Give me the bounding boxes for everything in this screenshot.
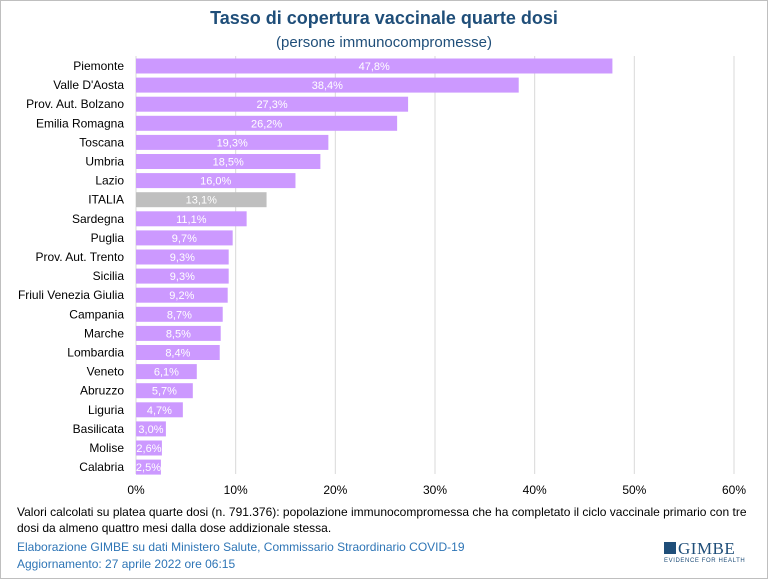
- bar: [136, 173, 296, 189]
- bar: [136, 421, 166, 437]
- bar: [136, 364, 197, 380]
- value-label: 18,5%: [213, 157, 244, 169]
- x-tick-label: 30%: [423, 483, 447, 497]
- x-tick-label: 40%: [523, 483, 547, 497]
- category-label: Prov. Aut. Trento: [36, 250, 125, 264]
- source-credit: Elaborazione GIMBE su dati Ministero Sal…: [17, 540, 465, 554]
- bar: [136, 230, 233, 246]
- category-label: Calabria: [79, 460, 124, 474]
- bar: [136, 249, 229, 265]
- category-label: Toscana: [79, 135, 124, 149]
- category-label: Abruzzo: [80, 384, 124, 398]
- category-label: Valle D'Aosta: [53, 78, 124, 92]
- bar: [136, 134, 329, 150]
- bar: [136, 154, 321, 169]
- logo-name: GIMBE: [678, 539, 736, 558]
- chart-subtitle: (persone immunocompromesse): [276, 34, 492, 51]
- bar: [136, 192, 267, 208]
- bar: [136, 287, 228, 303]
- category-label: Emilia Romagna: [36, 116, 124, 130]
- bar: [136, 383, 193, 399]
- category-label: Basilicata: [73, 422, 125, 436]
- value-label: 9,2%: [169, 290, 194, 302]
- bar: [136, 77, 519, 93]
- value-label: 47,8%: [359, 61, 390, 73]
- category-label: Piemonte: [73, 59, 124, 73]
- x-tick-label: 60%: [722, 483, 746, 497]
- bar: [136, 96, 409, 112]
- gimbe-logo: GIMBE EVIDENCE FOR HEALTH: [664, 539, 756, 569]
- bar: [136, 58, 613, 74]
- category-label: Molise: [89, 441, 124, 455]
- bar: [136, 211, 247, 227]
- bars: [136, 58, 613, 475]
- update-timestamp: Aggiornamento: 27 aprile 2022 ore 06:15: [17, 557, 236, 571]
- value-label: 3,0%: [138, 424, 163, 436]
- bar: [136, 345, 220, 360]
- category-label: Veneto: [87, 365, 125, 379]
- x-tick-label: 10%: [224, 483, 248, 497]
- category-label: Sardegna: [72, 212, 124, 226]
- value-labels: 47,8% 38,4% 27,3% 26,2%19,3% 18,5% 16,0% 13,1%…: [136, 61, 390, 474]
- category-label: Marche: [84, 326, 124, 340]
- category-label: Lazio: [95, 174, 124, 188]
- value-label: 11,1%: [176, 214, 207, 226]
- category-label: Liguria: [88, 403, 124, 417]
- bar: [136, 306, 223, 322]
- category-label: Puglia: [91, 231, 125, 245]
- value-label: 5,7%: [152, 386, 177, 398]
- x-tick-label: 20%: [323, 483, 347, 497]
- value-label: 9,3%: [170, 271, 195, 283]
- value-label: 9,7%: [172, 233, 197, 245]
- category-label: Umbria: [85, 155, 124, 169]
- value-label: 13,1%: [186, 195, 217, 207]
- value-label: 2,5%: [136, 462, 161, 474]
- category-label: Prov. Aut. Bolzano: [26, 97, 124, 111]
- category-label: ITALIA: [88, 193, 124, 207]
- x-tick-label: 0%: [127, 483, 145, 497]
- x-axis-ticks: 0% 10% 20% 30% 40% 50% 60%: [127, 483, 746, 497]
- value-label: 9,3%: [170, 252, 195, 264]
- bar: [136, 440, 162, 456]
- x-tick-label: 50%: [622, 483, 646, 497]
- logo-tagline: EVIDENCE FOR HEALTH: [664, 558, 746, 564]
- value-label: 19,3%: [217, 137, 248, 149]
- category-label: Sicilia: [93, 269, 125, 283]
- bar: [136, 402, 183, 418]
- bar: [136, 325, 221, 341]
- value-label: 6,1%: [154, 367, 179, 379]
- value-label: 4,7%: [147, 405, 172, 417]
- category-label: Friuli Venezia Giulia: [18, 288, 124, 302]
- value-label: 16,0%: [200, 176, 231, 188]
- footnote: Valori calcolati su platea quarte dosi (…: [17, 505, 747, 535]
- bar: [136, 115, 398, 131]
- value-label: 8,5%: [166, 328, 191, 340]
- chart-title: Tasso di copertura vaccinale quarte dosi: [210, 8, 558, 28]
- logo-mark-icon: [664, 542, 676, 554]
- category-label: Lombardia: [67, 346, 124, 360]
- value-label: 26,2%: [251, 118, 282, 130]
- category-labels: Piemonte Valle D'Aosta Prov. Aut. Bolzano E…: [18, 59, 124, 474]
- bar: [136, 459, 161, 475]
- value-label: 38,4%: [312, 80, 343, 92]
- value-label: 2,6%: [136, 443, 161, 455]
- value-label: 27,3%: [256, 99, 287, 111]
- category-label: Campania: [69, 307, 124, 321]
- bar-chart: Piemonte Valle D'Aosta Prov. Aut. Bolzano E…: [18, 56, 746, 497]
- value-label: 8,7%: [167, 309, 192, 321]
- bar: [136, 268, 229, 284]
- value-label: 8,4%: [165, 348, 190, 360]
